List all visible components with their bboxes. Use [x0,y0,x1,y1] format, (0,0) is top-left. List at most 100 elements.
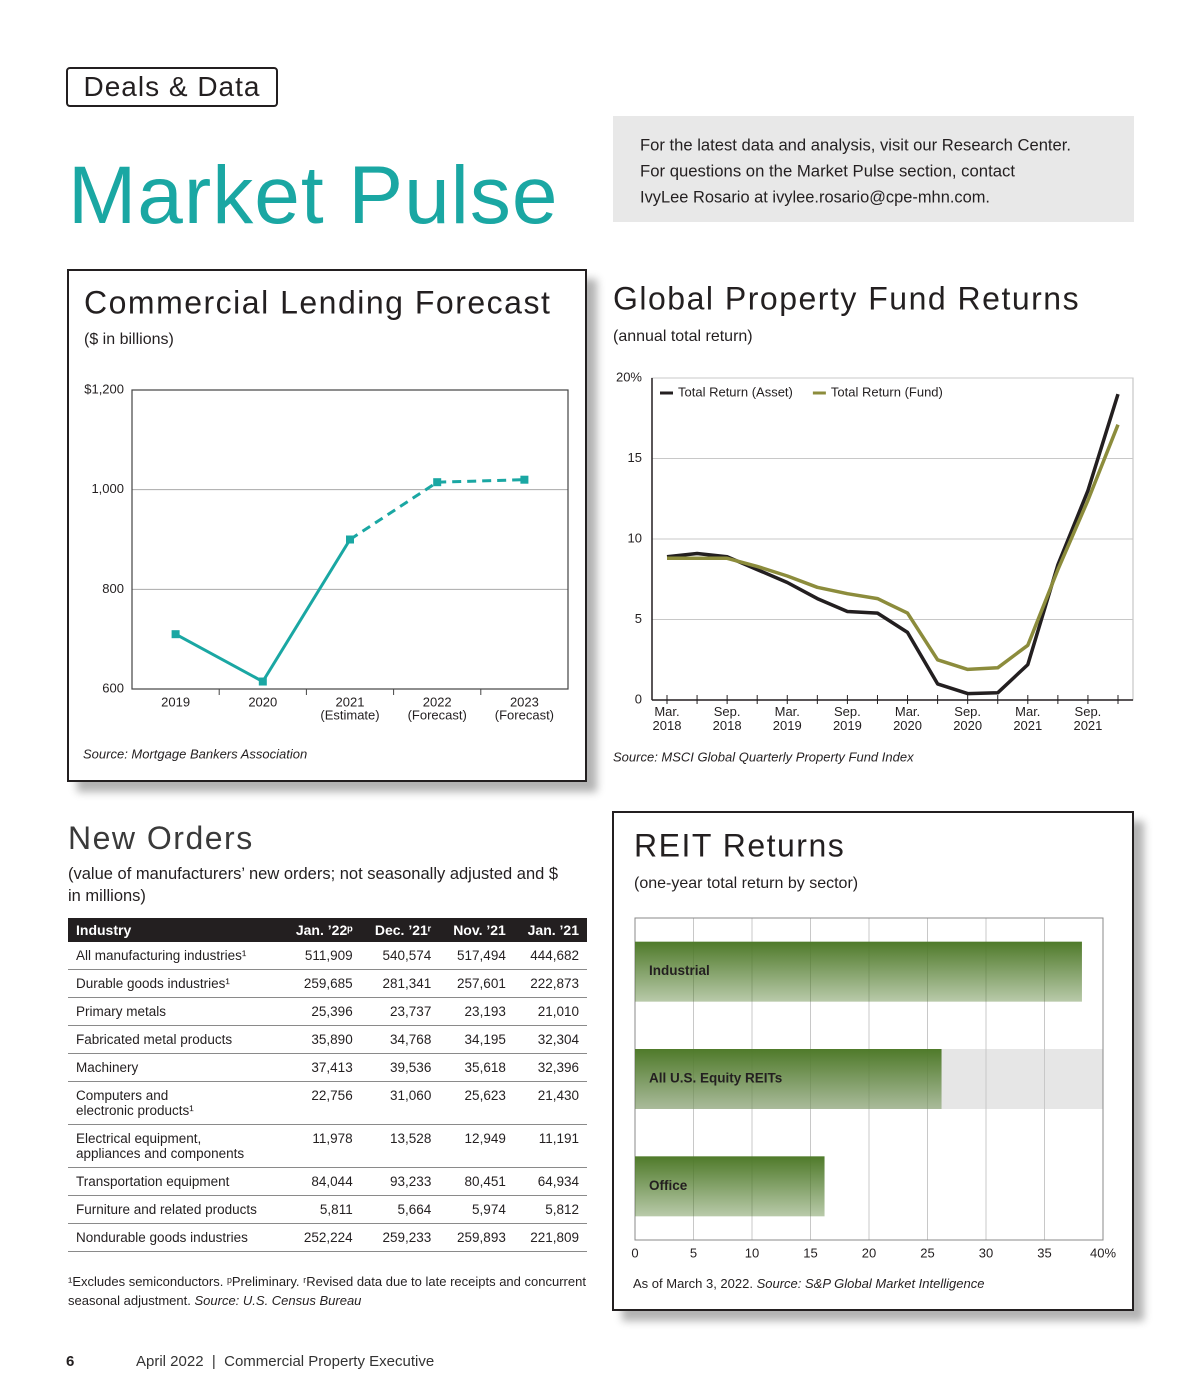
row-label: Furniture and related products [68,1195,282,1224]
column-header: Jan. ’22ᵖ [281,918,361,942]
table-cell: 39,536 [360,1053,440,1082]
row-label: Nondurable goods industries [68,1223,282,1252]
legend-label: Total Return (Fund) [831,384,943,399]
x-tick-label: 10 [745,1245,759,1260]
table-row: Electrical equipment, appliances and com… [68,1124,587,1168]
x-tick-label-line: Mar. [895,704,920,719]
table-cell: 80,451 [439,1167,514,1196]
chart-subtitle: ($ in billions) [84,331,174,348]
x-tick-label-line: 2021 [1073,718,1102,733]
footnote-source: Source: U.S. Census Bureau [194,1293,362,1308]
x-tick-label-line: 2020 [893,718,922,733]
x-tick-sublabel: (Estimate) [320,707,379,722]
point [258,677,267,686]
column-header: Nov. ’21 [439,918,514,942]
x-tick-label-line: 2018 [653,718,682,733]
column-header: Jan. ’21 [513,918,587,942]
x-tick-label-line: Sep. [834,704,861,719]
table-cell: 64,934 [513,1167,587,1196]
chart-note: As of March 3, 2022. Source: S&P Global … [633,1276,984,1291]
bar [635,1156,825,1217]
table-cell: 11,978 [281,1124,361,1168]
note-source: Source: S&P Global Market Intelligence [757,1276,985,1291]
y-tick-label: 5 [635,611,642,626]
row-label: Durable goods industries¹ [68,969,282,998]
row-label: Fabricated metal products [68,1025,282,1054]
line-segment [174,632,264,683]
table-cell: 21,430 [513,1081,587,1125]
table-cell: 21,010 [513,997,587,1026]
x-tick-label-line: 2018 [713,718,742,733]
bar-label: Industrial [649,963,710,978]
bar [635,941,1082,1002]
table-row: Transportation equipment 84,044 93,233 80,4… [68,1167,587,1196]
column-header: Industry [68,918,282,942]
row-label: All manufacturing industries¹ [68,942,282,970]
line-segment [349,480,439,541]
row-label: Electrical equipment, appliances and com… [68,1124,282,1168]
table-cell: 5,811 [281,1195,361,1224]
x-tick-label: 2023 [510,694,539,709]
table-cell: 281,341 [360,969,440,998]
table-cell: 34,768 [360,1025,440,1054]
table-row: Primary metals 25,396 23,737 23,193 21,010 [68,997,587,1026]
table-cell: 540,574 [360,942,440,970]
table-cell: 35,618 [439,1053,514,1082]
x-tick-label: Sep. 2018 [713,704,742,733]
table-cell: 23,193 [439,997,514,1026]
x-tick-label: 2021 [336,694,365,709]
table-cell: 84,044 [281,1167,361,1196]
table-row: Machinery 37,413 39,536 35,618 32,396 [68,1053,587,1082]
table-cell: 34,195 [439,1025,514,1054]
x-tick-label: Mar. 2021 [1013,704,1042,733]
info-line: For the latest data and analysis, visit … [640,135,1071,154]
x-tick-label: 35 [1037,1245,1051,1260]
chart-subtitle: (annual total return) [613,328,753,345]
table-cell: 5,974 [439,1195,514,1224]
table-subtitle: (value of manufacturers’ new orders; not… [68,865,559,905]
table-cell: 37,413 [281,1053,361,1082]
x-tick-label-line: Mar. [654,704,679,719]
x-tick-label: 15 [803,1245,817,1260]
footnote-text: ¹Excludes semiconductors. ᵖPreliminary. … [68,1274,586,1308]
x-tick-label: 20 [862,1245,876,1260]
x-tick-label: Mar. 2019 [773,704,802,733]
x-tick-label: Mar. 2020 [893,704,922,733]
x-tick-label: Sep. 2021 [1073,704,1102,733]
y-tick-label: 20% [616,369,642,384]
table-row: Computers and electronic products¹ 22,756… [68,1081,587,1125]
table-header: Industry Jan. ’22ᵖ Dec. ’21ʳ Nov. ’21 Jan. ’… [68,918,587,942]
table-cell: 32,396 [513,1053,587,1082]
chart-title: Global Property Fund Returns [613,280,1080,316]
table-row: Furniture and related products 5,811 5,664… [68,1195,587,1224]
legend-label: Total Return (Asset) [678,384,793,399]
line-segment [261,538,352,683]
point [520,475,529,484]
chart-title: REIT Returns [634,827,845,863]
y-tick-label: 15 [628,450,642,465]
x-tick-label: 30 [979,1245,993,1260]
x-tick-label-line: 2019 [833,718,862,733]
table-cell: 13,528 [360,1124,440,1168]
table-cell: 93,233 [360,1167,440,1196]
x-tick-label-line: 2020 [953,718,982,733]
section-label: Deals & Data [66,67,278,107]
publication: April 2022 | Commercial Property Executi… [136,1353,435,1370]
point [433,478,442,487]
series-line [667,424,1120,672]
x-tick-label-line: Sep. [1075,704,1102,719]
table-body: All manufacturing industries¹ 511,909 540,… [68,942,587,1252]
y-tick-label: 600 [102,680,124,695]
x-tick-label-line: Mar. [775,704,800,719]
table-cell: 221,809 [513,1223,587,1252]
table-cell: 31,060 [360,1081,440,1125]
table-title: New Orders [68,820,254,856]
info-box [613,116,1134,222]
page-title: Market Pulse [68,150,559,241]
column-header: Dec. ’21ʳ [360,918,440,942]
table-cell: 25,396 [281,997,361,1026]
x-tick-label: 2022 [423,694,452,709]
line-segment [437,478,525,484]
table-row: Fabricated metal products 35,890 34,768 34,… [68,1025,587,1054]
